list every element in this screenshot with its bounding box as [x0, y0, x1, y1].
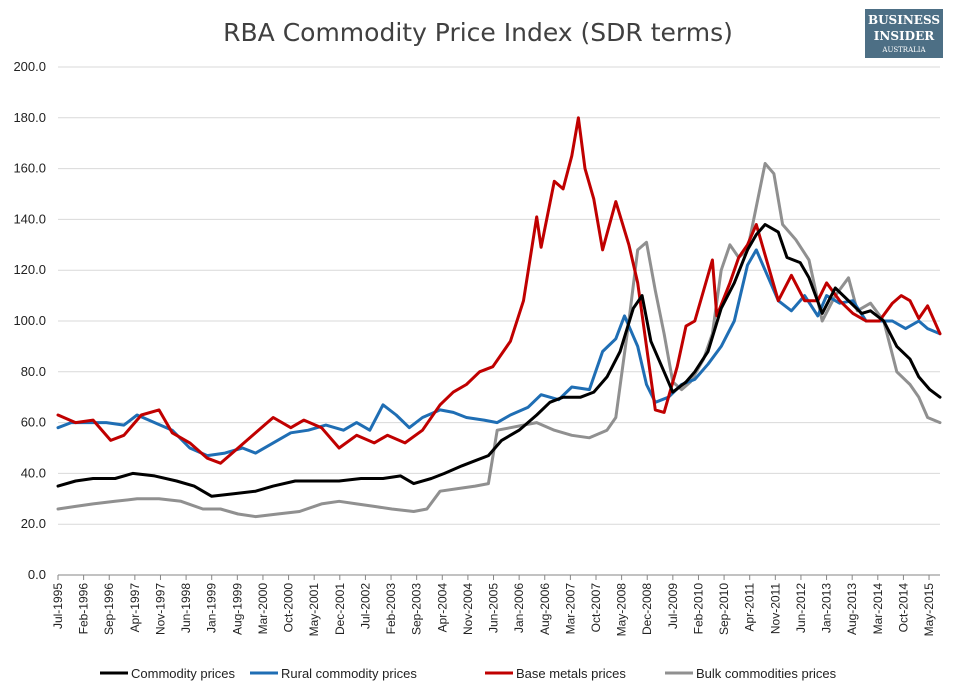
x-tick-label: Aug-1999: [230, 583, 244, 635]
x-tick-label: Jul-2009: [666, 583, 680, 629]
x-tick-label: Jun-1998: [179, 583, 193, 633]
series-line-2: [56, 116, 942, 465]
series-lines: [56, 116, 942, 519]
x-tick-label: Nov-2011: [768, 583, 782, 634]
chart-title: RBA Commodity Price Index (SDR terms): [223, 18, 733, 47]
x-tick-label: Nov-1997: [153, 583, 167, 635]
x-tick-label: May-2001: [307, 583, 321, 637]
legend-label-1: Rural commodity prices: [281, 666, 417, 681]
y-axis-tick-labels: 0.0 20.0 40.0 60.0 80.0 100.0 120.0 140.0 160.0 1…: [13, 59, 46, 582]
y-tick-label: 200.0: [13, 59, 46, 74]
x-tick-label: Jun-2012: [794, 583, 808, 633]
x-tick-label: Nov-2004: [461, 583, 475, 635]
x-tick-label: Jan-2006: [512, 583, 526, 633]
logo-line-1: BUSINESS: [868, 13, 940, 27]
series-line-0: [56, 223, 942, 498]
y-tick-label: 0.0: [28, 567, 46, 582]
x-axis: Jul-1995 Feb-1996 Sep-1996 Apr-1997 Nov-1997…: [51, 574, 940, 637]
series-line-1: [56, 248, 942, 458]
x-tick-label: Jul-1995: [51, 583, 65, 629]
x-tick-label: Oct-2014: [896, 583, 910, 633]
x-tick-label: Sep-1996: [102, 583, 116, 635]
x-tick-label: Apr-1997: [128, 583, 142, 633]
y-tick-label: 80.0: [21, 364, 46, 379]
x-tick-label: Aug-2013: [845, 583, 859, 635]
x-tick-label: Jun-2005: [487, 583, 501, 633]
y-tick-label: 140.0: [13, 211, 46, 226]
x-tick-label: Mar-2014: [871, 583, 885, 635]
y-tick-label: 160.0: [13, 161, 46, 176]
y-tick-label: 60.0: [21, 415, 46, 430]
x-tick-label: Jul-2002: [358, 583, 372, 629]
x-tick-label: Mar-2007: [563, 583, 577, 635]
x-tick-label: Aug-2006: [538, 583, 552, 635]
y-tick-label: 180.0: [13, 110, 46, 125]
x-tick-label: Feb-1996: [77, 583, 91, 635]
logo-line-2: INSIDER: [874, 29, 935, 43]
x-tick-label: May-2015: [922, 583, 936, 637]
series-line-3: [56, 162, 942, 519]
x-tick-label: Dec-2008: [640, 583, 654, 635]
x-tick-label: Feb-2010: [691, 583, 705, 635]
y-tick-label: 40.0: [21, 465, 46, 480]
x-tick-label: Mar-2000: [256, 583, 270, 635]
logo-line-3: AUSTRALIA: [881, 46, 926, 54]
legend-label-0: Commodity prices: [131, 666, 236, 681]
x-tick-label: Apr-2011: [743, 583, 757, 632]
x-tick-label: Dec-2001: [333, 583, 347, 635]
legend: Commodity prices Rural commodity prices Ba…: [100, 666, 837, 681]
x-tick-label: Jan-1999: [205, 583, 219, 633]
gridlines: [58, 66, 940, 525]
x-tick-label: Feb-2003: [384, 583, 398, 635]
x-tick-label: Apr-2004: [435, 583, 449, 633]
x-tick-label: Jan-2013: [820, 583, 834, 633]
x-tick-label: May-2008: [615, 583, 629, 637]
legend-label-3: Bulk commodities prices: [696, 666, 837, 681]
x-tick-label: Sep-2010: [717, 583, 731, 635]
x-tick-label: Oct-2000: [282, 583, 296, 633]
x-tick-label: Oct-2007: [589, 583, 603, 633]
brand-logo: BUSINESS INSIDER AUSTRALIA: [865, 9, 943, 58]
y-tick-label: 20.0: [21, 516, 46, 531]
y-tick-label: 120.0: [13, 262, 46, 277]
legend-label-2: Base metals prices: [516, 666, 626, 681]
x-tick-label: Sep-2003: [410, 583, 424, 635]
y-tick-label: 100.0: [13, 313, 46, 328]
